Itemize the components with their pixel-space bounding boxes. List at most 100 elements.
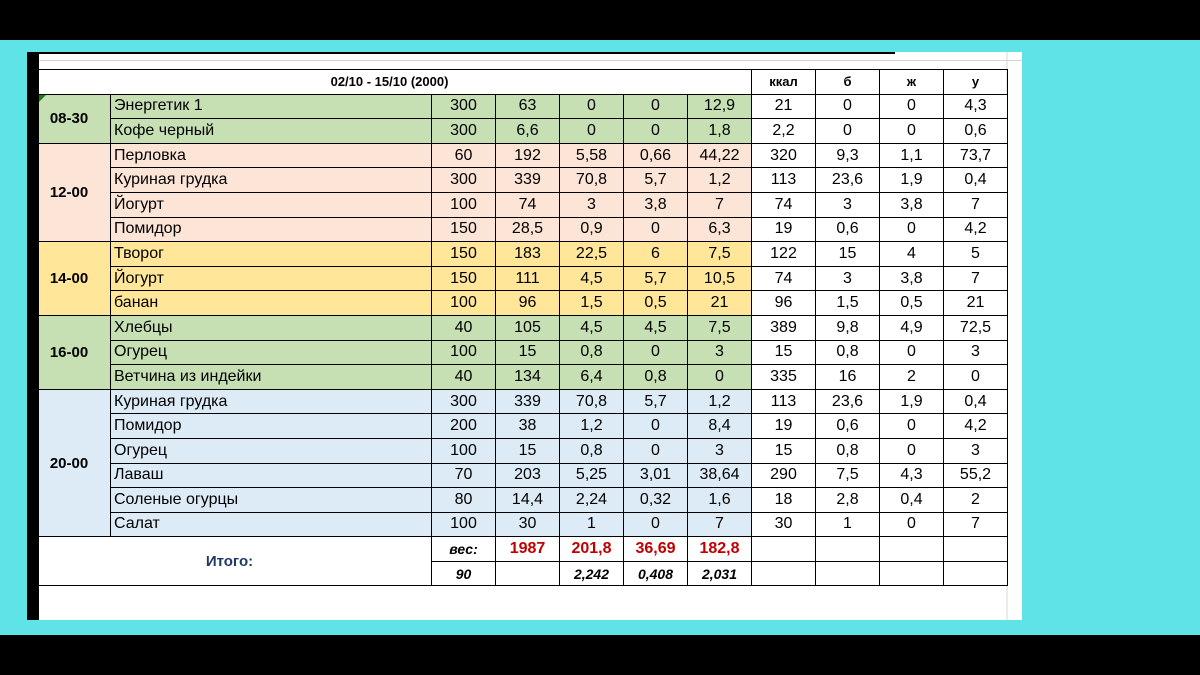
value-cell[interactable]: 21 [943, 290, 1008, 316]
value-cell[interactable]: 19 [751, 216, 816, 243]
value-cell[interactable]: 4 [879, 241, 944, 267]
value-cell[interactable]: 9,8 [815, 314, 880, 341]
empty-cell[interactable] [943, 536, 1008, 562]
value-cell[interactable]: 0 [559, 93, 624, 120]
value-cell[interactable]: 389 [751, 314, 816, 341]
value-cell[interactable]: 2,24 [559, 487, 624, 513]
value-cell[interactable]: 1,9 [879, 388, 944, 415]
value-cell[interactable]: 7 [943, 265, 1008, 292]
value-cell[interactable]: 1,2 [559, 413, 624, 439]
value-cell[interactable]: 0 [623, 413, 688, 439]
value-cell[interactable]: 2,2 [751, 118, 816, 144]
value-cell[interactable]: 5,7 [623, 388, 688, 415]
total-kcal[interactable]: 1987 [495, 536, 560, 562]
value-cell[interactable]: 0 [815, 118, 880, 144]
value-cell[interactable]: 0,32 [623, 487, 688, 513]
value-cell[interactable]: 150 [431, 265, 496, 292]
carbs-per-kg[interactable]: 2,031 [687, 560, 752, 587]
food-name-cell[interactable]: Йогурт [110, 265, 432, 292]
value-cell[interactable]: 339 [495, 167, 560, 193]
value-cell[interactable]: 7,5 [815, 462, 880, 489]
value-cell[interactable]: 2 [943, 487, 1008, 513]
empty-cell[interactable] [879, 560, 944, 587]
meal-time-cell[interactable]: 14-00 [27, 241, 111, 316]
value-cell[interactable]: 0 [623, 118, 688, 144]
value-cell[interactable]: 0,8 [623, 364, 688, 390]
food-name-cell[interactable]: Хлебцы [110, 314, 432, 341]
value-cell[interactable]: 5,58 [559, 142, 624, 169]
food-name-cell[interactable]: Помидор [110, 216, 432, 243]
value-cell[interactable]: 7 [687, 191, 752, 218]
value-cell[interactable]: 183 [495, 241, 560, 267]
value-cell[interactable]: 4,9 [879, 314, 944, 341]
value-cell[interactable]: 0 [879, 118, 944, 144]
value-cell[interactable]: 0,5 [879, 290, 944, 316]
value-cell[interactable]: 3 [687, 339, 752, 366]
value-cell[interactable]: 70,8 [559, 388, 624, 415]
value-cell[interactable]: 0 [559, 118, 624, 144]
value-cell[interactable]: 1,9 [879, 167, 944, 193]
value-cell[interactable]: 0 [623, 216, 688, 243]
value-cell[interactable]: 4,5 [623, 314, 688, 341]
protein-per-kg[interactable]: 2,242 [559, 560, 624, 587]
value-cell[interactable]: 0 [879, 93, 944, 120]
value-cell[interactable]: 7 [943, 191, 1008, 218]
value-cell[interactable]: 63 [495, 93, 560, 120]
value-cell[interactable]: 7 [687, 511, 752, 538]
value-cell[interactable]: 6,6 [495, 118, 560, 144]
value-cell[interactable]: 23,6 [815, 388, 880, 415]
value-cell[interactable]: 0,6 [815, 413, 880, 439]
value-cell[interactable]: 1,2 [687, 388, 752, 415]
value-cell[interactable]: 4,5 [559, 265, 624, 292]
value-cell[interactable]: 44,22 [687, 142, 752, 169]
value-cell[interactable]: 0,8 [559, 437, 624, 464]
value-cell[interactable]: 70 [431, 462, 496, 489]
value-cell[interactable]: 0 [623, 437, 688, 464]
value-cell[interactable]: 30 [751, 511, 816, 538]
value-cell[interactable]: 111 [495, 265, 560, 292]
value-cell[interactable]: 0 [623, 93, 688, 120]
value-cell[interactable]: 74 [751, 191, 816, 218]
value-cell[interactable]: 55,2 [943, 462, 1008, 489]
value-cell[interactable]: 100 [431, 339, 496, 366]
value-cell[interactable]: 0,9 [559, 216, 624, 243]
value-cell[interactable]: 134 [495, 364, 560, 390]
value-cell[interactable]: 3 [559, 191, 624, 218]
totals-label[interactable]: Итого: [27, 536, 432, 587]
value-cell[interactable]: 5,7 [623, 167, 688, 193]
value-cell[interactable]: 0,4 [879, 487, 944, 513]
food-name-cell[interactable]: Ветчина из индейки [110, 364, 432, 390]
food-name-cell[interactable]: Куриная грудка [110, 388, 432, 415]
value-cell[interactable]: 6,3 [687, 216, 752, 243]
value-cell[interactable]: 0 [943, 364, 1008, 390]
total-protein[interactable]: 201,8 [559, 536, 624, 562]
value-cell[interactable]: 9,3 [815, 142, 880, 169]
food-name-cell[interactable]: банан [110, 290, 432, 316]
value-cell[interactable]: 40 [431, 314, 496, 341]
food-name-cell[interactable]: Огурец [110, 437, 432, 464]
value-cell[interactable]: 100 [431, 191, 496, 218]
meal-time-cell[interactable]: 20-00 [27, 388, 111, 538]
total-carbs[interactable]: 182,8 [687, 536, 752, 562]
value-cell[interactable]: 1 [559, 511, 624, 538]
food-name-cell[interactable]: Огурец [110, 339, 432, 366]
food-name-cell[interactable]: Перловка [110, 142, 432, 169]
value-cell[interactable]: 74 [495, 191, 560, 218]
food-name-cell[interactable]: Соленые огурцы [110, 487, 432, 513]
value-cell[interactable]: 3,8 [879, 265, 944, 292]
value-cell[interactable]: 0,5 [623, 290, 688, 316]
value-cell[interactable]: 15 [751, 437, 816, 464]
food-name-cell[interactable]: Помидор [110, 413, 432, 439]
value-cell[interactable]: 335 [751, 364, 816, 390]
value-cell[interactable]: 96 [495, 290, 560, 316]
value-cell[interactable]: 0 [687, 364, 752, 390]
value-cell[interactable]: 320 [751, 142, 816, 169]
food-name-cell[interactable]: Йогурт [110, 191, 432, 218]
value-cell[interactable]: 150 [431, 241, 496, 267]
value-cell[interactable]: 8,4 [687, 413, 752, 439]
food-name-cell[interactable]: Лаваш [110, 462, 432, 489]
value-cell[interactable]: 100 [431, 290, 496, 316]
empty-cell[interactable] [943, 560, 1008, 587]
value-cell[interactable]: 15 [815, 241, 880, 267]
value-cell[interactable]: 4,2 [943, 413, 1008, 439]
